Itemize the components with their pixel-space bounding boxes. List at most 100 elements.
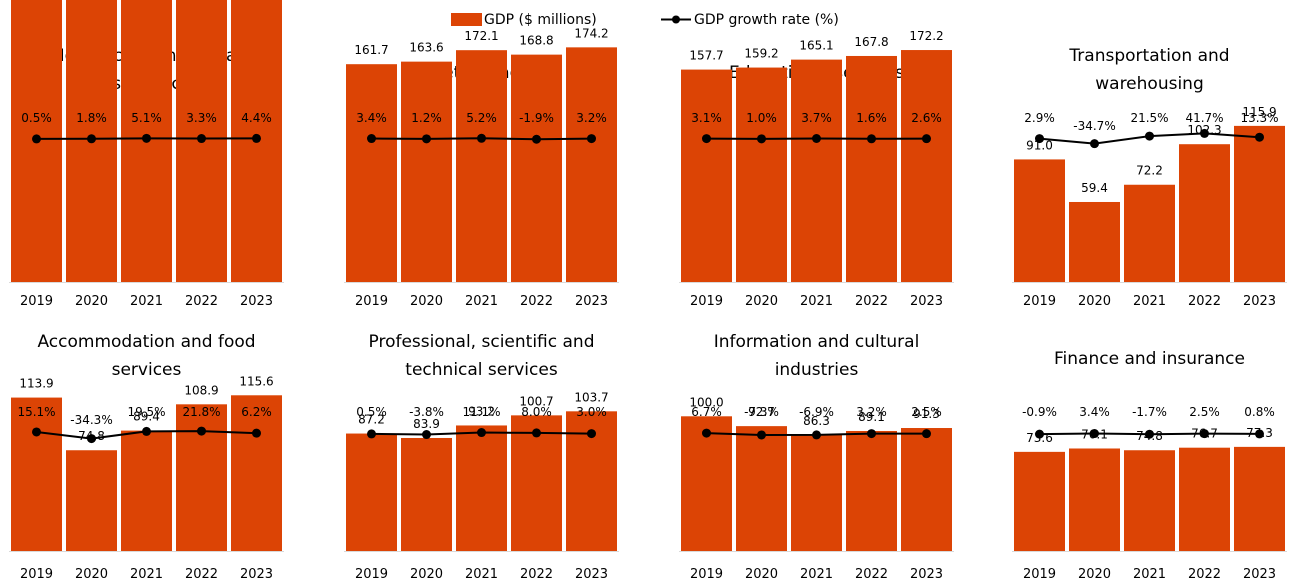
bar-value-label: 115.9 — [1242, 105, 1276, 119]
growth-rate-marker — [252, 428, 261, 438]
bar — [511, 415, 562, 551]
growth-rate-label: 2.5% — [1189, 405, 1220, 419]
growth-rate-label: 41.7% — [1185, 111, 1223, 125]
growth-rate-marker — [32, 134, 41, 144]
growth-rate-label: 5.1% — [131, 111, 162, 125]
growth-rate-marker — [197, 134, 206, 144]
growth-rate-marker — [422, 430, 431, 440]
growth-rate-label: -1.9% — [519, 111, 554, 125]
bar-value-label: 100.7 — [519, 394, 553, 408]
panel-title-line: Information and cultural — [714, 332, 920, 352]
bar — [66, 450, 117, 551]
bar-value-label: 113.9 — [19, 377, 53, 391]
bar — [846, 55, 897, 282]
growth-rate-marker — [1200, 429, 1209, 439]
growth-rate-label: 1.6% — [856, 111, 887, 125]
growth-rate-marker — [702, 428, 711, 438]
bar — [681, 416, 732, 551]
bar-value-label: 83.9 — [413, 417, 440, 431]
growth-rate-label: 0.5% — [356, 405, 387, 419]
growth-rate-label: 3.2% — [576, 111, 607, 125]
growth-rate-label: 5.2% — [466, 111, 497, 125]
bar — [566, 47, 617, 282]
bar-value-label: 87.2 — [358, 413, 385, 427]
growth-rate-label: 3.1% — [691, 111, 722, 125]
bar — [1179, 447, 1230, 551]
bar — [1124, 450, 1175, 551]
bar — [846, 430, 897, 551]
legend-bar-label: GDP ($ millions) — [484, 12, 597, 28]
panel-title-line: warehousing — [1095, 74, 1204, 94]
growth-rate-marker — [1255, 132, 1264, 142]
x-tick-label: 2021 — [1133, 567, 1166, 582]
growth-rate-marker — [757, 134, 766, 144]
bar-value-label: 157.7 — [689, 49, 723, 63]
growth-rate-label: 2.5% — [911, 405, 942, 419]
growth-rate-label: 1.0% — [746, 111, 777, 125]
growth-rate-marker — [477, 428, 486, 438]
growth-rate-label: 0.8% — [1244, 405, 1275, 419]
growth-rate-marker — [142, 426, 151, 436]
bar-value-label: 72.2 — [1136, 164, 1163, 178]
panel-5: Accommodation and foodservices113.920197… — [9, 332, 284, 582]
panel-3: Educational services157.72019159.2202016… — [679, 29, 954, 309]
growth-rate-label: -7.3% — [744, 405, 779, 419]
x-tick-label: 2020 — [745, 567, 778, 582]
x-tick-label: 2023 — [575, 567, 608, 582]
x-tick-label: 2022 — [185, 567, 218, 582]
x-tick-label: 2020 — [75, 294, 108, 309]
bar-value-label: 161.7 — [354, 43, 388, 57]
bar — [901, 428, 952, 551]
x-tick-label: 2021 — [465, 567, 498, 582]
bar — [791, 434, 842, 551]
growth-rate-label: -6.9% — [799, 405, 834, 419]
growth-rate-marker — [812, 134, 821, 144]
panel-6: Professional, scientific and technical se… — [344, 332, 619, 582]
x-tick-label: 2020 — [75, 567, 108, 582]
bar-value-label: 159.2 — [744, 47, 778, 61]
x-tick-label: 2022 — [185, 294, 218, 309]
bar — [11, 397, 62, 551]
growth-rate-marker — [587, 429, 596, 439]
bar-value-label: 174.2 — [574, 26, 608, 40]
x-tick-label: 2020 — [745, 294, 778, 309]
growth-rate-marker — [1090, 139, 1099, 149]
growth-rate-marker — [142, 133, 151, 143]
bar — [736, 426, 787, 551]
bar — [791, 59, 842, 283]
x-tick-label: 2019 — [1023, 567, 1056, 582]
growth-rate-label: 1.2% — [411, 111, 442, 125]
growth-rate-label: 6.7% — [691, 405, 722, 419]
bar — [401, 437, 452, 551]
bar-value-label: 167.8 — [854, 35, 888, 49]
x-tick-label: 2022 — [520, 294, 553, 309]
growth-rate-label: 21.8% — [182, 405, 220, 419]
growth-rate-label: -0.9% — [1022, 405, 1057, 419]
bar — [231, 395, 282, 551]
growth-rate-label: -3.8% — [409, 405, 444, 419]
x-tick-label: 2023 — [1243, 294, 1276, 309]
legend-line-label: GDP growth rate (%) — [694, 12, 839, 28]
growth-rate-marker — [422, 134, 431, 144]
growth-rate-marker — [1035, 429, 1044, 439]
growth-rate-marker — [1145, 131, 1154, 141]
bar — [1014, 159, 1065, 282]
growth-rate-marker — [532, 428, 541, 438]
x-tick-label: 2019 — [20, 567, 53, 582]
bar-value-label: 103.7 — [574, 390, 608, 404]
growth-rate-marker — [252, 133, 261, 143]
x-tick-label: 2023 — [240, 567, 273, 582]
panel-title-line: services — [112, 360, 182, 380]
growth-rate-marker — [812, 430, 821, 440]
bar — [736, 67, 787, 282]
growth-rate-marker — [32, 427, 41, 437]
growth-rate-marker — [702, 134, 711, 144]
bar-value-label: 59.4 — [1081, 181, 1108, 195]
growth-rate-marker — [1145, 429, 1154, 439]
panel-7: Information and cultural industries 100.0 2… — [679, 332, 954, 582]
bar-value-label: 165.1 — [799, 39, 833, 53]
panel-8: Finance and insurance73.6201976.1202074.… — [1012, 349, 1287, 582]
growth-rate-label: 19.5% — [127, 405, 165, 419]
bar — [1179, 144, 1230, 282]
bar — [1014, 451, 1065, 551]
